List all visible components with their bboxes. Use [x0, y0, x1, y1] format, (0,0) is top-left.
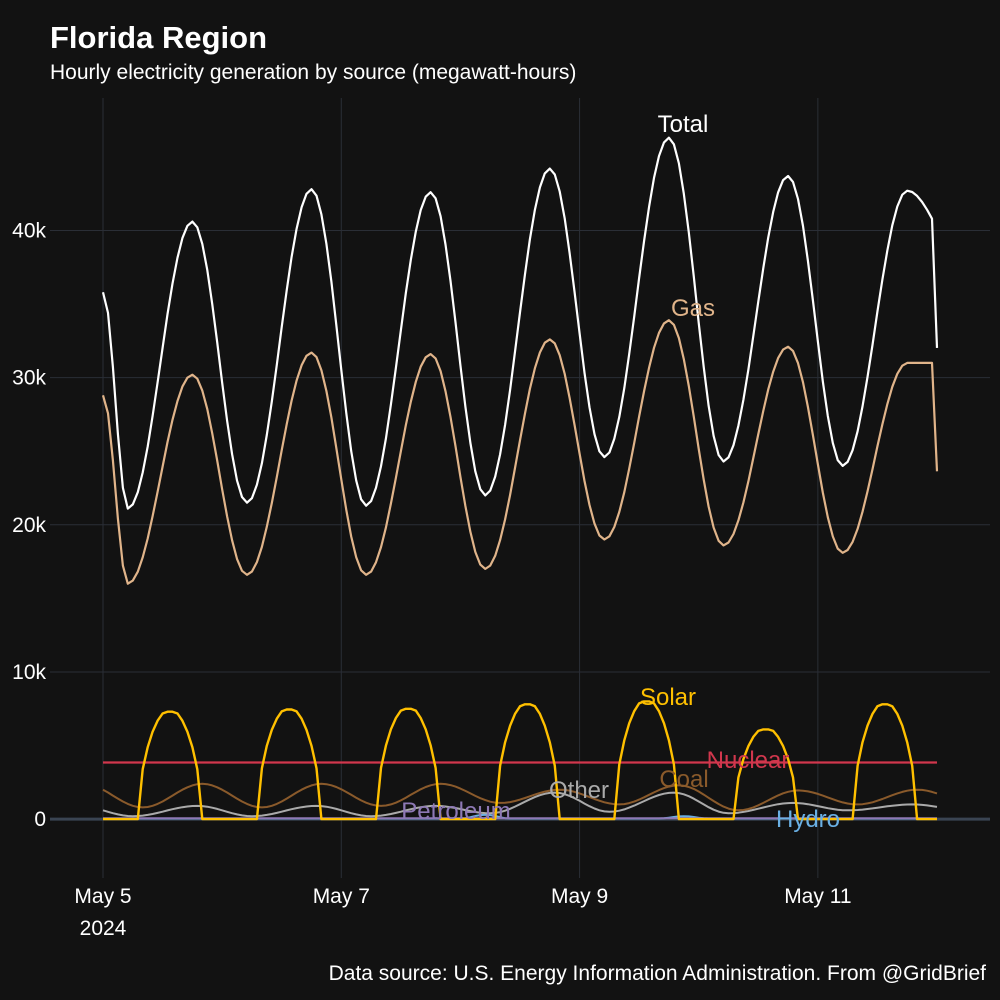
series-label-total: Total — [658, 111, 709, 138]
data-source-note: Data source: U.S. Energy Information Adm… — [328, 962, 986, 985]
x-tick-label: May 11 — [784, 885, 851, 908]
chart-subtitle: Hourly electricity generation by source … — [50, 61, 577, 84]
series-label-coal: Coal — [659, 766, 708, 793]
series-label-other: Other — [549, 777, 609, 804]
series-label-gas: Gas — [671, 295, 715, 322]
x-tick-sublabel: 2024 — [80, 917, 127, 940]
x-tick-label: May 7 — [313, 885, 370, 908]
x-tick-label: May 9 — [551, 885, 608, 908]
series-line-total — [101, 136, 939, 510]
series-line-coal — [102, 782, 938, 812]
y-tick-label: 30k — [12, 367, 46, 390]
y-tick-label: 40k — [12, 219, 46, 242]
series-line-gas — [101, 319, 939, 585]
y-tick-label: 20k — [12, 514, 46, 537]
series-label-solar: Solar — [640, 684, 696, 711]
series-line-solar — [103, 700, 937, 821]
series-label-nuclear: Nuclear — [707, 747, 790, 774]
x-tick-label: May 5 — [74, 885, 131, 908]
chart-title: Florida Region — [50, 20, 267, 55]
series-label-petroleum: Petroleum — [401, 798, 510, 825]
series-label-hydro: Hydro — [776, 806, 840, 833]
y-tick-label: 0 — [34, 808, 46, 831]
series-line-other — [102, 791, 938, 818]
y-tick-label: 10k — [12, 661, 46, 684]
